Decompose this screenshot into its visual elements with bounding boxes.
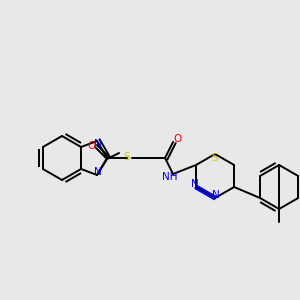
Text: N: N: [212, 190, 220, 200]
Text: N: N: [191, 179, 199, 189]
Text: N: N: [94, 167, 102, 177]
Text: NH: NH: [162, 172, 178, 182]
Text: S: S: [124, 152, 130, 162]
Text: N: N: [94, 139, 102, 149]
Text: S: S: [212, 153, 218, 163]
Text: O: O: [87, 141, 95, 151]
Text: O: O: [173, 134, 181, 144]
